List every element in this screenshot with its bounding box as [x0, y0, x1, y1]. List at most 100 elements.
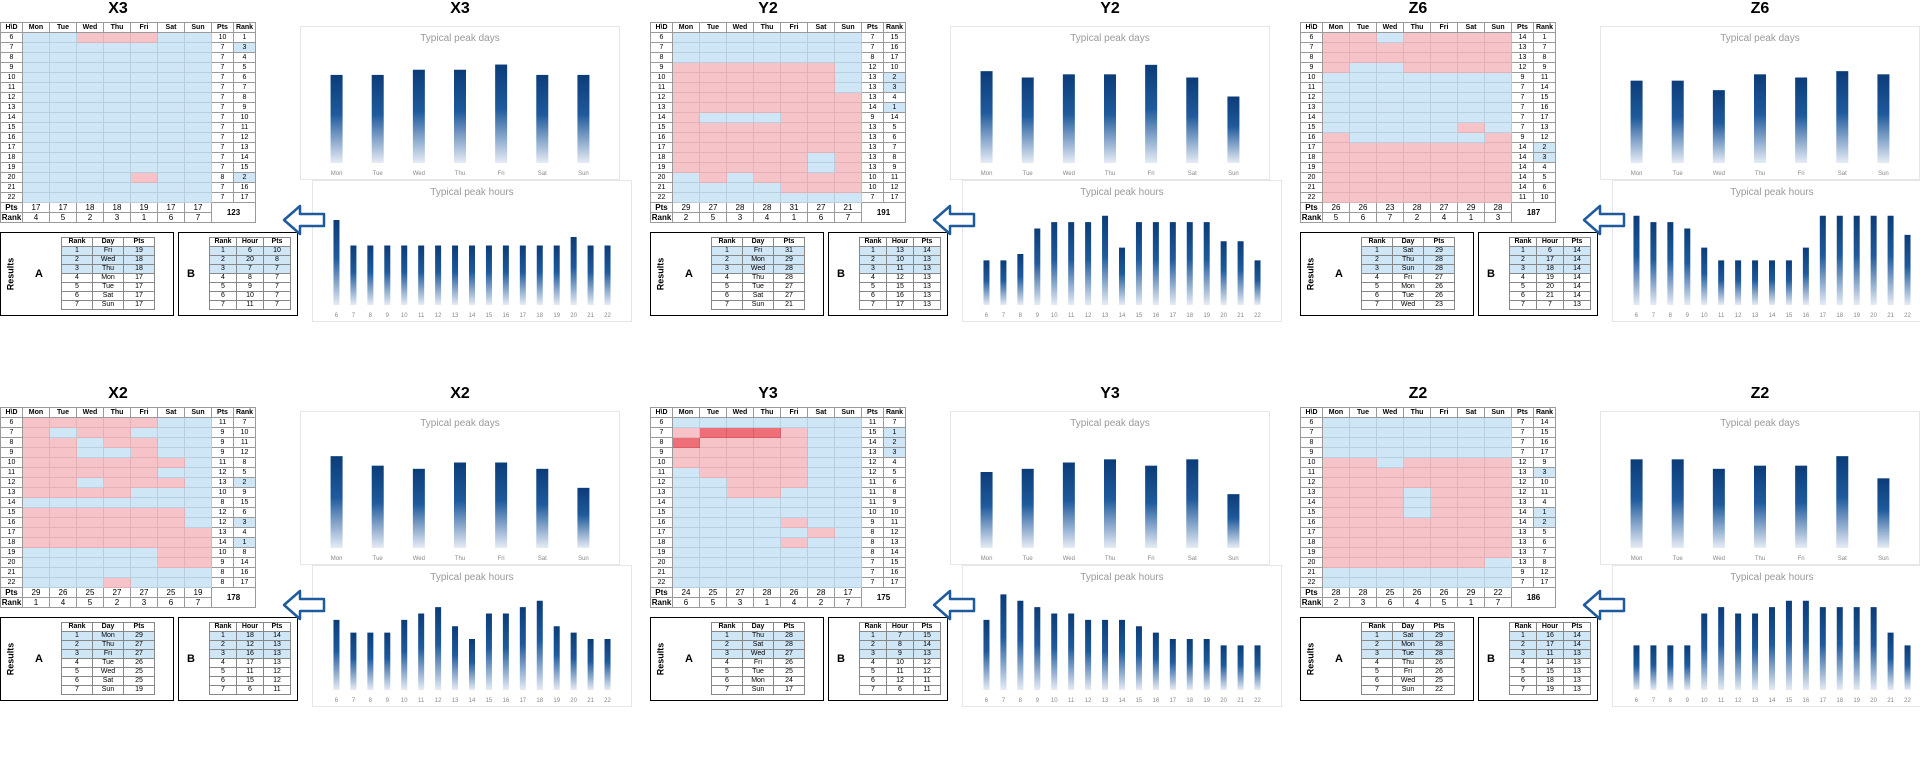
heat-cell	[22, 457, 50, 468]
x-tick-label: 16	[503, 313, 510, 319]
bar	[553, 626, 560, 690]
table-cell: 27	[773, 291, 805, 301]
results-b: B Rank Hour Pts 1 16 14 2 17 14 3 11 13 4 14 13 5 15 13 6 18…	[1478, 617, 1598, 701]
heat-cell	[807, 527, 835, 538]
heat-cell	[1322, 112, 1350, 123]
heat-cell	[753, 447, 781, 458]
table-row: 6 12 11	[859, 676, 941, 686]
bar	[1062, 462, 1075, 548]
heat-cell	[699, 192, 727, 203]
heat-cell	[1430, 497, 1458, 508]
col-header: Pts	[263, 237, 291, 247]
heat-cell	[834, 92, 862, 103]
bar	[519, 245, 526, 305]
hour-label: 19	[650, 162, 673, 173]
heat-cell	[753, 132, 781, 143]
table-cell: 5	[61, 282, 93, 292]
heat-cell	[1376, 132, 1404, 143]
table-cell: Sun	[92, 685, 124, 695]
hour-pts: 7	[1511, 92, 1534, 103]
heat-cell	[699, 497, 727, 508]
hour-pts: 15	[861, 427, 884, 438]
bar	[384, 632, 391, 690]
x-tick-label: 11	[418, 698, 425, 704]
day-header: Fri	[1430, 22, 1458, 33]
day-rank: 3	[1484, 212, 1512, 223]
heat-cell	[726, 162, 754, 173]
table-row: 8 8 17	[650, 52, 906, 63]
hour-pts: 7	[211, 102, 234, 113]
bar	[371, 74, 384, 163]
hour-pts: 7	[1511, 447, 1534, 458]
bar	[587, 639, 594, 690]
bar	[1769, 607, 1775, 690]
heat-cell	[184, 577, 212, 588]
table-cell: Sat	[92, 291, 124, 301]
hour-label: 12	[650, 477, 673, 488]
heat-cell	[22, 152, 50, 163]
days-chart: Typical peak days Mon Tue Wed Thu Fri Sat Sun	[300, 26, 620, 180]
hour-rank: 6	[1533, 182, 1556, 193]
hour-pts: 7	[861, 557, 884, 568]
heat-cell	[1457, 192, 1485, 203]
rank-hours-table: Rank Hour Pts 1 7 15 2 8 14 3 9 13 4 10 12 5 11 12 6 12 11 7 6…	[859, 622, 941, 695]
col-header: Hour	[886, 622, 914, 632]
heat-cell	[1430, 182, 1458, 193]
heat-cell	[157, 82, 185, 93]
results-label: Results	[3, 618, 17, 700]
heat-cell	[780, 537, 808, 548]
table-row: 13 10 9	[0, 487, 256, 498]
x-tick-label: 21	[587, 698, 594, 704]
bar	[412, 468, 425, 548]
results-text: Results	[655, 642, 666, 676]
heat-cell	[780, 52, 808, 63]
pts-row-label: Pts	[1300, 587, 1323, 598]
bar	[577, 74, 590, 163]
table-row: 16 7 12	[0, 132, 256, 143]
x-tick-label: 13	[452, 313, 459, 319]
hour-label: 11	[1300, 467, 1323, 478]
hour-label: 8	[0, 52, 23, 63]
heat-cell	[1484, 142, 1512, 153]
heat-cell	[103, 437, 131, 448]
x-tick-label: 22	[1904, 313, 1911, 319]
bar	[980, 71, 993, 163]
heat-cell	[1322, 527, 1350, 538]
chart-title: Typical peak hours	[430, 187, 513, 198]
table-cell: 5	[1361, 282, 1393, 292]
bar	[604, 245, 611, 305]
heat-cell	[726, 102, 754, 113]
heat-cell	[834, 487, 862, 498]
x-tick-label: 17	[1819, 698, 1826, 704]
hour-rank: 5	[883, 122, 906, 133]
col-header: Pts	[123, 237, 155, 247]
table-cell: 10	[263, 246, 291, 256]
results-text: Results	[1305, 642, 1316, 676]
hour-pts: 7	[211, 132, 234, 143]
x-tick-label: Tue	[1673, 556, 1684, 562]
hour-rank: 1	[1533, 32, 1556, 43]
heat-cell	[1457, 437, 1485, 448]
table-cell: 3	[61, 649, 93, 659]
heat-cell	[184, 132, 212, 143]
day-header: Fri	[130, 22, 158, 33]
heat-cell	[1349, 142, 1377, 153]
hour-pts: 13	[1511, 557, 1534, 568]
bar	[1735, 260, 1742, 305]
rank-row-label: Rank	[650, 212, 673, 223]
day-pts: 23	[1376, 202, 1404, 213]
table-row: 15 14 1	[1300, 507, 1556, 518]
heat-cell	[726, 122, 754, 133]
hour-rank: 2	[1533, 142, 1556, 153]
x-tick-label: Sun	[1228, 556, 1239, 562]
heat-cell	[1403, 437, 1431, 448]
heat-cell	[726, 192, 754, 203]
hour-pts: 14	[1511, 517, 1534, 528]
table-row: 21 14 6	[1300, 182, 1556, 193]
hour-pts: 13	[861, 142, 884, 153]
day-rank-row: Rank 1 4 5 2 3 6 7	[0, 597, 256, 608]
heat-cell	[103, 62, 131, 73]
heat-cell	[1322, 92, 1350, 103]
table-row: 20 7 15	[650, 557, 906, 568]
bar	[1853, 607, 1860, 690]
